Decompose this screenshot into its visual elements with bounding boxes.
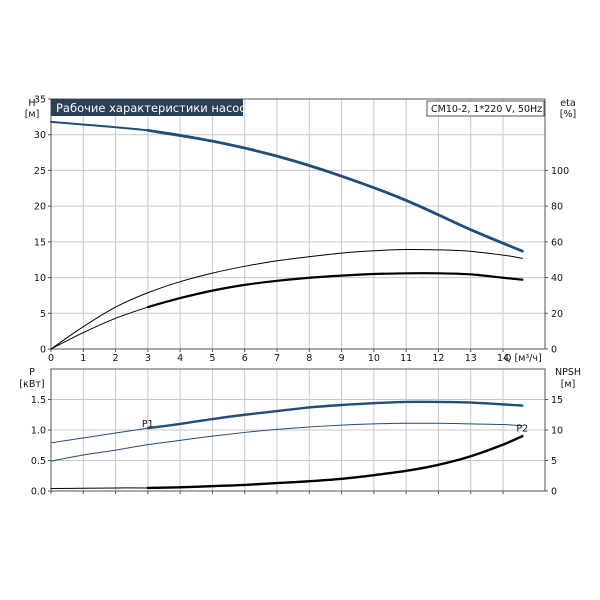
series-label: P2 (516, 424, 528, 435)
x-tick-label: 1 (80, 353, 86, 364)
series-line (50, 427, 149, 444)
y-right-tick-label: 0 (551, 487, 557, 498)
series-line (50, 306, 149, 350)
series-line (146, 434, 524, 490)
x-tick-label: 8 (306, 353, 312, 364)
series-label: P1 (142, 419, 154, 430)
x-tick-label: 2 (113, 353, 119, 364)
series-line (146, 129, 524, 253)
x-tick-label: 0 (48, 353, 54, 364)
y-left-axis-label: H (28, 98, 35, 109)
series-line (50, 487, 149, 490)
x-tick-label: 12 (432, 353, 444, 364)
title-box (51, 99, 243, 116)
x-axis-label: Q [м³/ч] (504, 353, 542, 364)
x-tick-label: 5 (209, 353, 215, 364)
series-line (146, 400, 524, 430)
y-right-tick-label: 100 (551, 166, 569, 177)
y-left-tick-label: 5 (40, 309, 46, 320)
x-tick-label: 3 (145, 353, 151, 364)
y-left-tick-label: 1.0 (31, 426, 46, 437)
grid (51, 369, 545, 491)
y-right-tick-label: 80 (551, 202, 563, 213)
series-line (50, 422, 523, 462)
series-line (146, 272, 524, 309)
y-left-tick-label: 0 (40, 345, 46, 356)
y-left-tick-label: 20 (34, 202, 46, 213)
y-left-tick-label: 0.5 (31, 456, 46, 467)
y-left-tick-label: 0.0 (31, 487, 46, 498)
y-right-tick-label: 10 (551, 426, 563, 437)
y-left-tick-label: 35 (34, 95, 46, 106)
y-right-tick-label: 20 (551, 309, 563, 320)
y-right-axis-label: NPSH (555, 367, 581, 378)
x-tick-label: 14 (497, 353, 509, 364)
model-box (426, 100, 545, 117)
y-right-axis-label: eta (560, 98, 575, 109)
x-tick-label: 9 (339, 353, 345, 364)
y-left-axis-unit: [м] (25, 109, 40, 120)
y-right-axis-unit: [%] (560, 109, 576, 120)
y-right-tick-label: 60 (551, 237, 563, 248)
y-left-axis-label: P (29, 367, 35, 378)
y-right-axis-unit: [м] (561, 379, 576, 390)
y-right-tick-label: 40 (551, 273, 563, 284)
power-npsh-panel: 0.0 0.5 1.0 1.5 0 5 10 15 P[кВт] NPSH[м] P1 P2 (19, 367, 581, 498)
y-left-tick-label: 25 (34, 166, 46, 177)
y-left-tick-label: 15 (34, 237, 46, 248)
chart-title: Рабочие характеристики насоса (56, 101, 253, 115)
x-tick-label: 7 (274, 353, 280, 364)
x-tick-label: 10 (368, 353, 380, 364)
series-line (50, 248, 523, 350)
plot-frame (50, 98, 546, 350)
grid (51, 98, 545, 349)
x-tick-label: 6 (242, 353, 248, 364)
x-tick-label: 11 (400, 353, 412, 364)
y-left-tick-label: 30 (34, 130, 46, 141)
series-line (50, 120, 524, 253)
y-right-tick-label: 15 (551, 395, 563, 406)
y-right-tick-label: 0 (551, 345, 557, 356)
y-right-tick-label: 5 (551, 456, 557, 467)
y-left-axis-unit: [кВт] (19, 379, 44, 390)
y-left-tick-label: 10 (34, 273, 46, 284)
model-label: CM10-2, 1*220 V, 50Hz (431, 104, 542, 115)
x-tick-label: 13 (465, 353, 477, 364)
x-tick-label: 4 (177, 353, 183, 364)
y-left-tick-label: 1.5 (31, 395, 46, 406)
